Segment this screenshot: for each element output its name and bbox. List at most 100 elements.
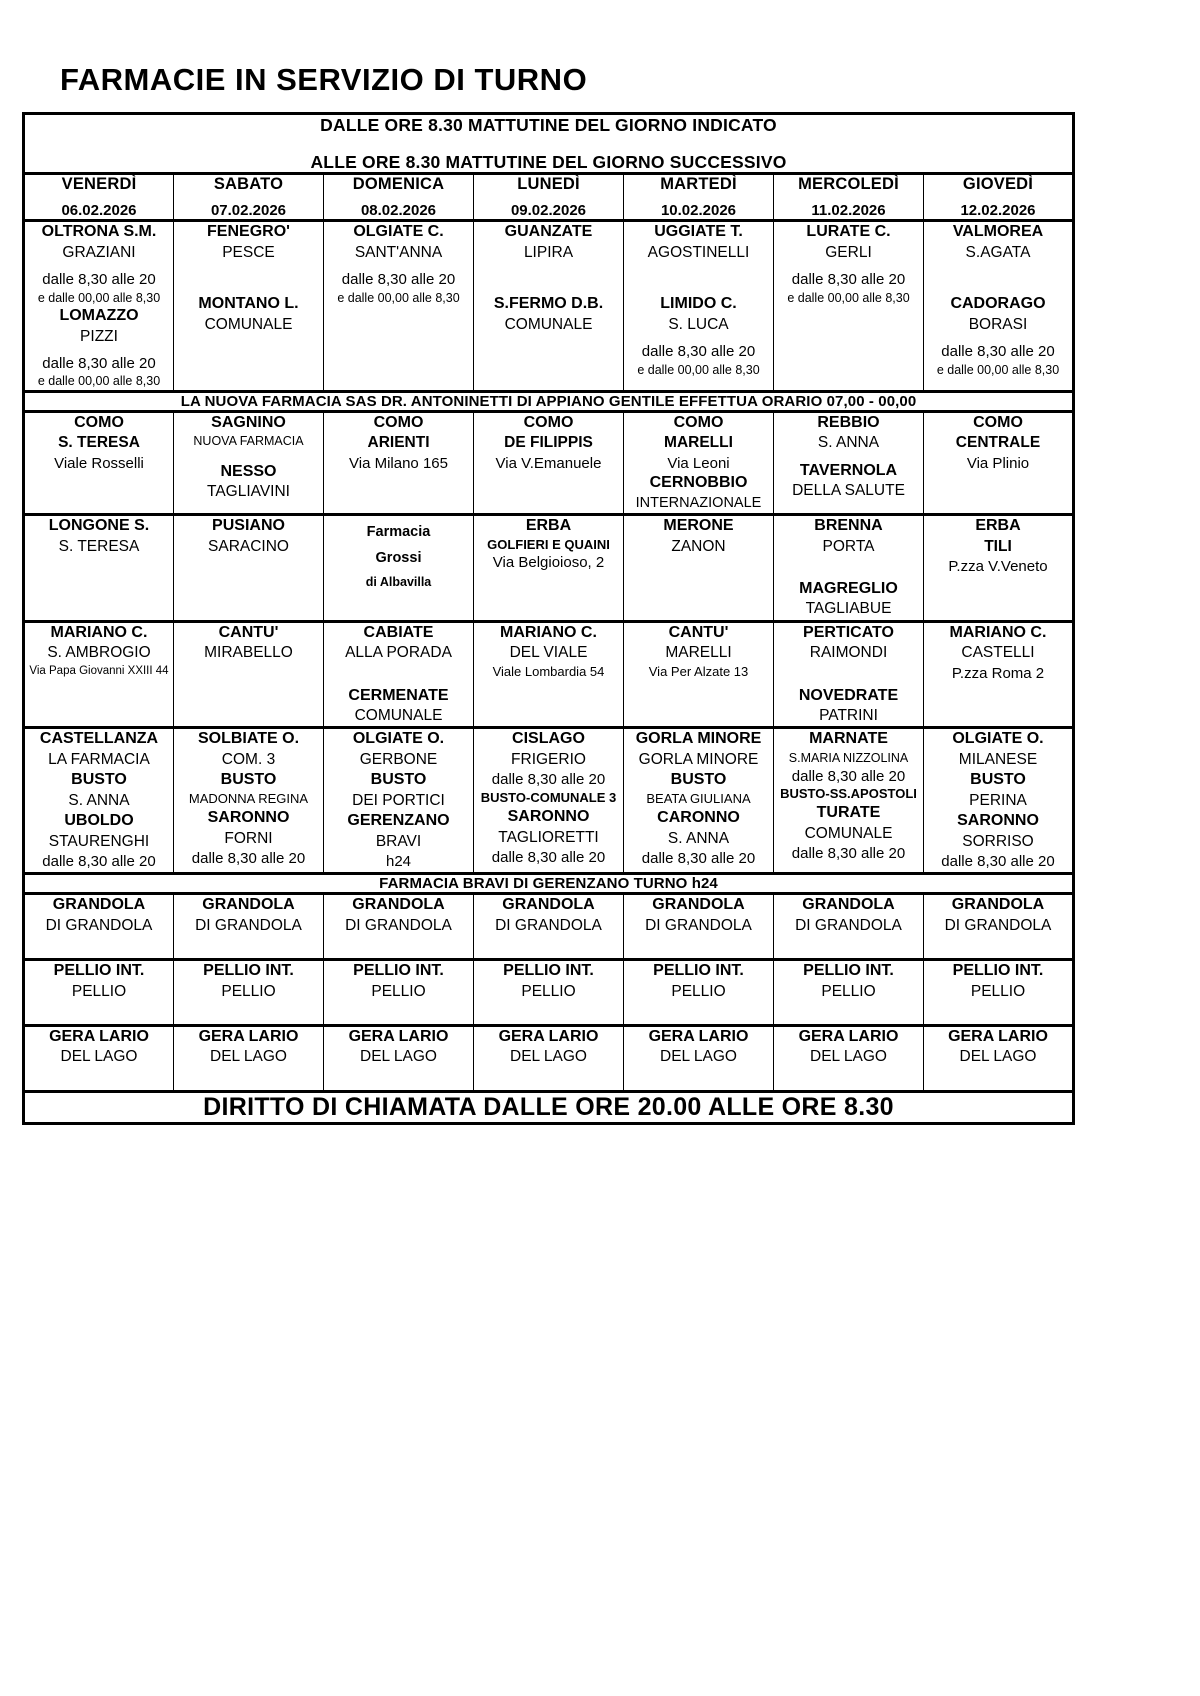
spacer [474, 270, 623, 282]
pharmacy-line: e dalle 00,00 alle 8,30 [637, 362, 760, 377]
roster-row-block-7: PELLIO INT. PELLIO PELLIO INT. PELLIO PELL… [23, 958, 1074, 1027]
pharmacy-line: Farmacia [366, 523, 431, 540]
note-row-bravi: FARMACIA BRAVI DI GERENZANO TURNO h24 [23, 871, 1074, 895]
day-name: DOMENICA [352, 175, 445, 194]
spacer [924, 270, 1072, 282]
pharmacy-line: DEL LAGO [510, 1048, 587, 1066]
pharmacy-line: Via Plinio [966, 454, 1030, 472]
note-bravi-text: FARMACIA BRAVI DI GERENZANO TURNO h24 [379, 874, 718, 892]
pharmacy-cell: GERA LARIO DEL LAGO [623, 1024, 774, 1092]
day-date: 08.02.2026 [360, 202, 437, 220]
pharmacy-line: GRANDOLA [52, 895, 146, 913]
pharmacy-line: S. ANNA [817, 434, 880, 452]
pharmacy-line: TAGLIABUE [805, 600, 892, 618]
pharmacy-line: PELLIO INT. [353, 961, 444, 979]
pharmacy-cell: COMO ARIENTI Via Milano 165 [323, 410, 474, 516]
pharmacy-cell: COMO S. TERESA Viale Rosselli [23, 410, 174, 516]
pharmacy-line: BUSTO-COMUNALE 3 [480, 789, 617, 805]
pharmacy-line: dalle 8,30 alle 20 [641, 343, 756, 361]
pharmacy-line: di Albavilla [365, 575, 432, 590]
pharmacy-line: PIZZI [80, 327, 118, 345]
day-date: 11.02.2026 [811, 202, 886, 220]
pharmacy-line: dalle 8,30 alle 20 [791, 271, 906, 289]
pharmacy-line: OLGIATE O. [952, 730, 1044, 748]
day-header-cell: SABATO 07.02.2026 [173, 173, 324, 223]
day-header-cell: MARTEDÌ 10.02.2026 [623, 173, 774, 223]
day-header-cell: DOMENICA 08.02.2026 [323, 173, 474, 223]
pharmacy-line: PUSIANO [212, 516, 285, 534]
pharmacy-line: TAGLIORETTI [498, 828, 599, 846]
pharmacy-cell: PELLIO INT. PELLIO [473, 958, 624, 1027]
pharmacy-cell: GRANDOLA DI GRANDOLA [173, 892, 324, 961]
spacer [924, 1068, 1072, 1090]
pharmacy-line: DE FILIPPIS [504, 434, 593, 452]
pharmacy-line: DEL LAGO [660, 1048, 737, 1066]
pharmacy-line: GRAZIANI [62, 244, 136, 262]
pharmacy-line: LA FARMACIA [48, 751, 150, 769]
pharmacy-line: Viale Lombardia 54 [492, 663, 605, 679]
day-name: MERCOLEDÌ [798, 175, 899, 194]
pharmacy-cell: CASTELLANZA LA FARMACIA BUSTO S. ANNA UBOLDO… [23, 727, 174, 875]
pharmacy-line: BUSTO [970, 771, 1026, 789]
pharmacy-line: GERLI [825, 244, 872, 262]
pharmacy-cell: COMO MARELLI Via Leoni CERNOBBIO INTERNAZION… [623, 410, 774, 516]
pharmacy-cell: COMO DE FILIPPIS Via V.Emanuele [473, 410, 624, 516]
spacer [774, 936, 923, 958]
pharmacy-line: PESCE [222, 244, 275, 262]
pharmacy-cell: FENEGRO' PESCE MONTANO L. COMUNALE [173, 220, 324, 393]
pharmacy-line: SARACINO [208, 537, 289, 555]
pharmacy-line: COMO [523, 413, 574, 431]
pharmacy-cell: GERA LARIO DEL LAGO [473, 1024, 624, 1092]
spacer [774, 664, 923, 686]
pharmacy-line: SANT'ANNA [354, 244, 443, 262]
pharmacy-cell: GUANZATE LIPIRA S.FERMO D.B. COMUNALE [473, 220, 624, 393]
pharmacy-line: MARIANO C. [50, 623, 148, 641]
pharmacy-cell: GRANDOLA DI GRANDOLA [23, 892, 174, 961]
pharmacy-line: BORASI [968, 315, 1028, 333]
spacer [25, 1068, 173, 1090]
pharmacy-line: COMO [673, 413, 724, 431]
pharmacy-line: PELLIO INT. [653, 961, 744, 979]
spacer [474, 263, 623, 270]
pharmacy-cell: CABIATE ALLA PORADA CERMENATE COMUNALE [323, 620, 474, 730]
pharmacy-line: DI GRANDOLA [45, 916, 153, 934]
pharmacy-line: S. LUCA [668, 315, 729, 333]
spacer [324, 263, 473, 270]
pharmacy-line: GRANDOLA [951, 895, 1045, 913]
pharmacy-line: GERA LARIO [49, 1027, 149, 1045]
spacer [924, 263, 1072, 270]
pharmacy-line: BUSTO [670, 771, 727, 789]
spacer [174, 1002, 323, 1024]
pharmacy-line: GRANDOLA [502, 895, 595, 913]
pharmacy-cell: MERONE ZANON [623, 513, 774, 623]
roster-row-block-6: GRANDOLA DI GRANDOLA GRANDOLA DI GRANDOLA … [23, 892, 1074, 961]
pharmacy-line: dalle 8,30 alle 20 [791, 844, 906, 862]
spacer [174, 263, 323, 270]
pharmacy-line: Via Leoni [667, 454, 730, 472]
pharmacy-line: GORLA MINORE [638, 751, 759, 769]
pharmacy-cell: MARNATE S.MARIA NIZZOLINA dalle 8,30 alle … [773, 727, 924, 875]
pharmacy-cell: PELLIO INT. PELLIO [923, 958, 1074, 1027]
call-fee-notice-text: DIRITTO DI CHIAMATA DALLE ORE 20.00 ALLE… [203, 1092, 894, 1121]
spacer [25, 936, 173, 958]
pharmacy-cell: GRANDOLA DI GRANDOLA [923, 892, 1074, 961]
pharmacy-line: CARONNO [657, 809, 740, 827]
pharmacy-line: e dalle 00,00 alle 8,30 [37, 290, 161, 305]
spacer [25, 347, 173, 354]
spacer [624, 270, 773, 282]
pharmacy-line: OLTRONA S.M. [41, 223, 157, 241]
pharmacy-line: GERA LARIO [648, 1027, 749, 1045]
pharmacy-cell: GRANDOLA DI GRANDOLA [623, 892, 774, 961]
day-header-cell: LUNEDÌ 09.02.2026 [473, 173, 624, 223]
pharmacy-cell: PELLIO INT. PELLIO [23, 958, 174, 1027]
pharmacy-line: REBBIO [817, 413, 880, 431]
pharmacy-line: NOVEDRATE [798, 686, 899, 704]
roster-row-block-3: LONGONE S. S. TERESA PUSIANO SARACINO Farma… [23, 513, 1074, 623]
pharmacy-line: CASTELLANZA [39, 730, 159, 748]
pharmacy-cell: ERBA GOLFIERI E QUAINI Via Belgioioso, 2 [473, 513, 624, 623]
pharmacy-line: ZANON [671, 537, 726, 555]
pharmacy-line: Via Belgioioso, 2 [492, 554, 605, 572]
pharmacy-line: ALLA PORADA [345, 644, 452, 662]
spacer [924, 936, 1072, 958]
pharmacy-line: LOMAZZO [59, 306, 139, 324]
